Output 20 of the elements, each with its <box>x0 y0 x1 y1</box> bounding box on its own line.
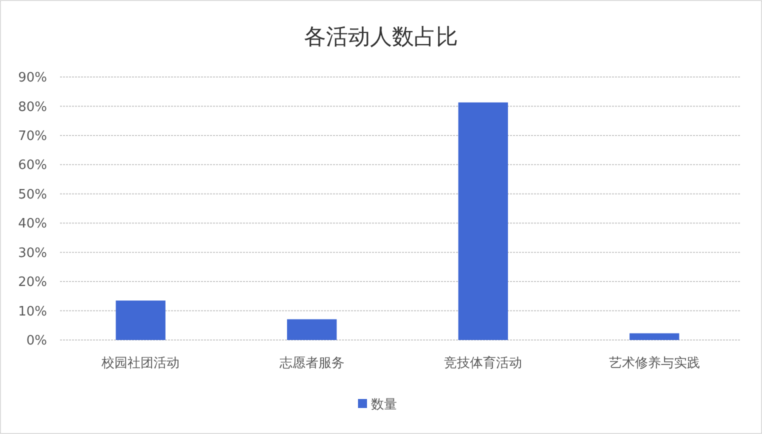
bar <box>116 300 166 340</box>
y-tick-label: 10% <box>18 304 47 320</box>
bar <box>630 333 680 340</box>
y-tick-label: 30% <box>18 246 47 261</box>
bar <box>458 102 508 340</box>
y-tick-label: 20% <box>18 275 47 290</box>
y-tick-label: 80% <box>18 100 47 115</box>
y-tick-label: 40% <box>18 216 47 232</box>
y-tick-label: 90% <box>18 70 47 86</box>
bar <box>287 319 337 340</box>
y-tick-label: 0% <box>26 334 47 349</box>
y-tick-label: 60% <box>18 158 47 174</box>
x-tick-label: 艺术修养与实践 <box>608 355 700 371</box>
x-tick-label: 竞技体育活动 <box>444 355 522 371</box>
chart-title: 各活动人数占比 <box>304 25 458 50</box>
legend-label: 数量 <box>371 398 397 413</box>
y-tick-label: 50% <box>18 187 47 202</box>
x-tick-label: 志愿者服务 <box>279 356 344 371</box>
y-tick-label: 70% <box>18 128 47 144</box>
x-tick-label: 校园社团活动 <box>100 356 180 371</box>
